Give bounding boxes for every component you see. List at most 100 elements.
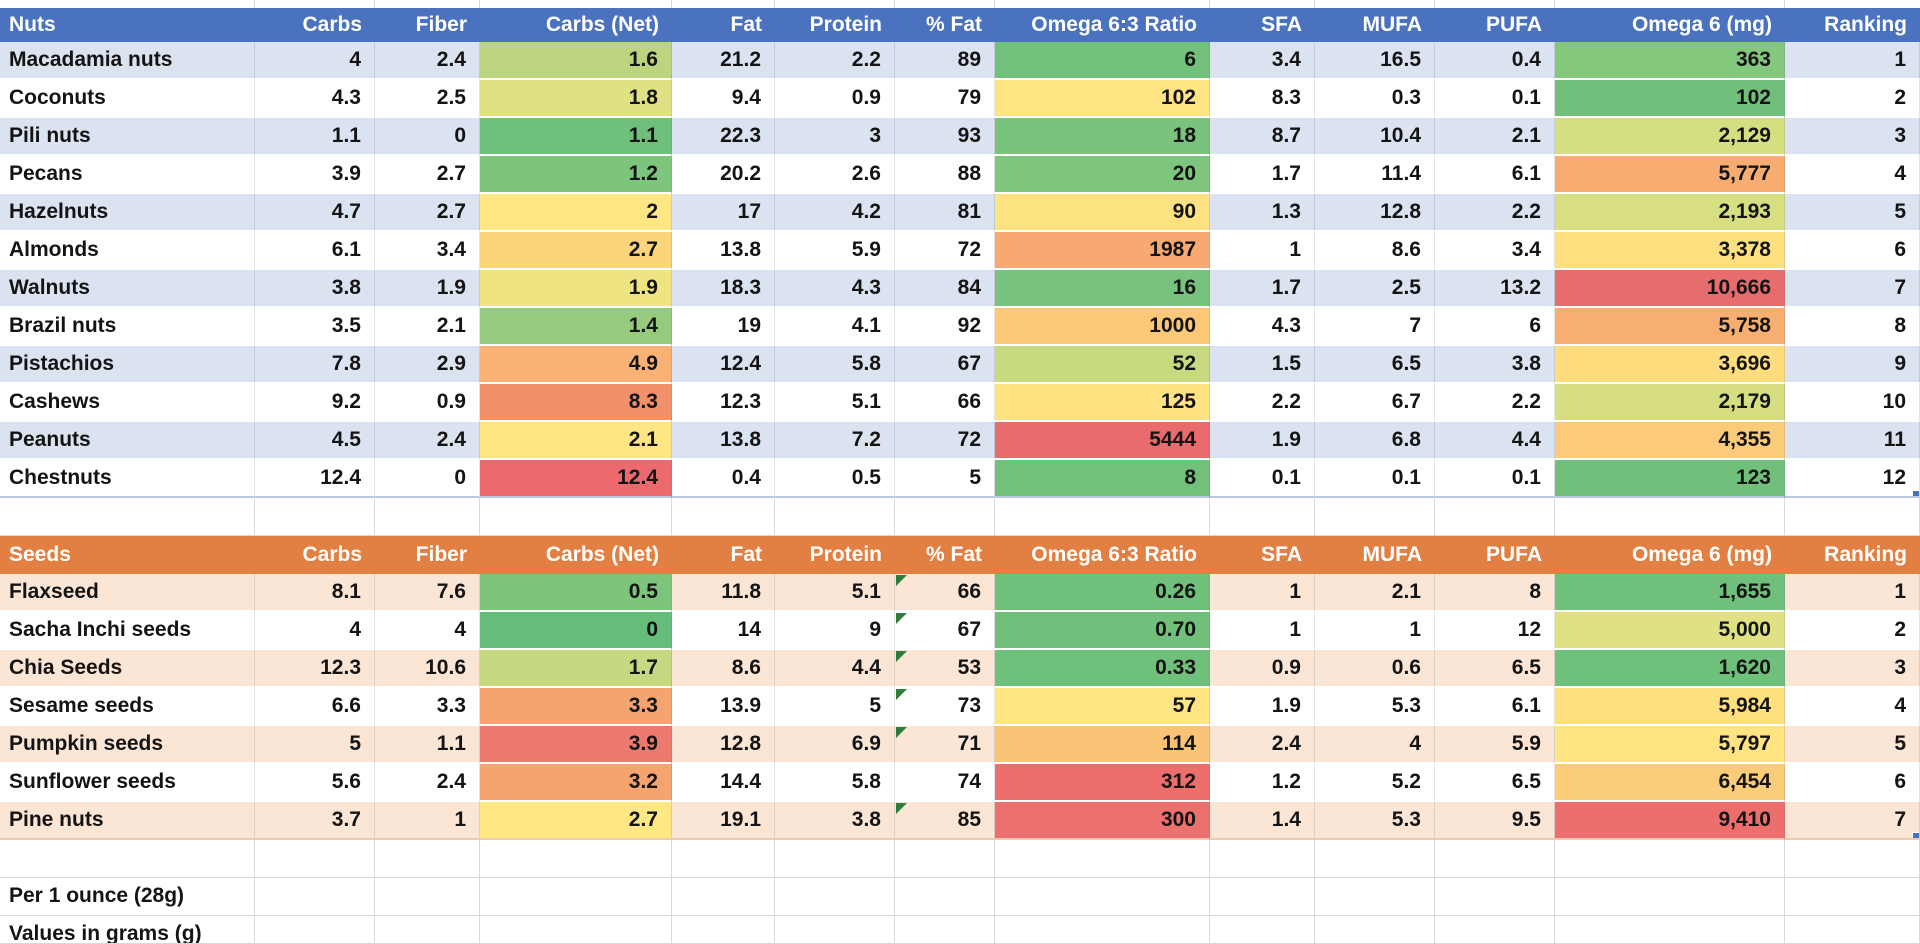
cell-mufa[interactable]: 6.8 <box>1315 422 1435 460</box>
empty-cell[interactable] <box>480 840 672 878</box>
cell-pufa[interactable]: 5.9 <box>1435 726 1555 764</box>
cell-protein[interactable]: 0.9 <box>775 80 895 118</box>
cell-ranking[interactable]: 10 <box>1785 384 1920 422</box>
cell-omega6[interactable]: 363 <box>1555 42 1785 80</box>
cell-carbs[interactable]: 4 <box>255 42 375 80</box>
cell-ratio[interactable]: 312 <box>995 764 1210 802</box>
cell-carbs_net[interactable]: 1.6 <box>480 42 672 80</box>
cell-sfa[interactable]: 1.9 <box>1210 688 1315 726</box>
empty-cell[interactable] <box>775 498 895 536</box>
cell-carbs[interactable]: 6.1 <box>255 232 375 270</box>
empty-cell[interactable] <box>1785 878 1920 916</box>
cell-pct_fat[interactable]: 66 <box>895 574 995 612</box>
cell-sfa[interactable]: 0.1 <box>1210 460 1315 498</box>
cell-omega6[interactable]: 5,984 <box>1555 688 1785 726</box>
cell-omega6[interactable]: 1,620 <box>1555 650 1785 688</box>
cell-carbs[interactable]: 12.4 <box>255 460 375 498</box>
cell-sfa[interactable]: 1 <box>1210 232 1315 270</box>
empty-cell[interactable] <box>1435 840 1555 878</box>
cell-protein[interactable]: 2.2 <box>775 42 895 80</box>
empty-cell[interactable] <box>995 916 1210 944</box>
cell-ranking[interactable]: 7 <box>1785 270 1920 308</box>
cell-fiber[interactable]: 4 <box>375 612 480 650</box>
cell-ranking[interactable]: 11 <box>1785 422 1920 460</box>
cell-fat[interactable]: 12.4 <box>672 346 775 384</box>
cell-pufa[interactable]: 0.1 <box>1435 460 1555 498</box>
cell-fat[interactable]: 20.2 <box>672 156 775 194</box>
footnote-serving-size[interactable]: Per 1 ounce (28g) <box>0 878 255 916</box>
cell-sfa[interactable]: 1.7 <box>1210 270 1315 308</box>
cell-pufa[interactable]: 3.4 <box>1435 232 1555 270</box>
cell-name[interactable]: Pistachios <box>0 346 255 384</box>
column-header-carbs_net[interactable]: Carbs (Net) <box>545 543 659 566</box>
cell-mufa[interactable]: 1 <box>1315 612 1435 650</box>
empty-cell[interactable] <box>0 0 255 8</box>
column-header-pufa[interactable]: PUFA <box>1485 543 1542 566</box>
cell-ranking[interactable]: 1 <box>1785 574 1920 612</box>
cell-fiber[interactable]: 1 <box>375 802 480 840</box>
cell-protein[interactable]: 4.1 <box>775 308 895 346</box>
column-header-omega6[interactable]: Omega 6 (mg) <box>1631 543 1772 566</box>
column-header-fiber[interactable]: Fiber <box>415 543 467 566</box>
cell-fiber[interactable]: 0 <box>375 118 480 156</box>
cell-fiber[interactable]: 2.5 <box>375 80 480 118</box>
cell-fat[interactable]: 13.8 <box>672 422 775 460</box>
cell-name[interactable]: Pecans <box>0 156 255 194</box>
cell-omega6[interactable]: 9,410 <box>1555 802 1785 840</box>
cell-ranking[interactable]: 12 <box>1785 460 1920 498</box>
empty-cell[interactable] <box>1785 840 1920 878</box>
cell-fiber[interactable]: 2.7 <box>375 194 480 232</box>
cell-pct_fat[interactable]: 67 <box>895 612 995 650</box>
cell-fat[interactable]: 12.8 <box>672 726 775 764</box>
cell-fiber[interactable]: 2.4 <box>375 42 480 80</box>
empty-cell[interactable] <box>1785 916 1920 944</box>
cell-mufa[interactable]: 5.2 <box>1315 764 1435 802</box>
cell-fat[interactable]: 18.3 <box>672 270 775 308</box>
empty-cell[interactable] <box>1435 0 1555 8</box>
cell-protein[interactable]: 9 <box>775 612 895 650</box>
empty-cell[interactable] <box>672 840 775 878</box>
cell-mufa[interactable]: 7 <box>1315 308 1435 346</box>
empty-cell[interactable] <box>480 878 672 916</box>
column-header-name[interactable]: Seeds <box>9 543 71 566</box>
cell-carbs_net[interactable]: 2.7 <box>480 232 672 270</box>
cell-ranking[interactable]: 7 <box>1785 802 1920 840</box>
cell-mufa[interactable]: 0.1 <box>1315 460 1435 498</box>
column-header-ranking[interactable]: Ranking <box>1824 13 1907 36</box>
cell-ratio[interactable]: 1987 <box>995 232 1210 270</box>
cell-fat[interactable]: 22.3 <box>672 118 775 156</box>
empty-cell[interactable] <box>480 916 672 944</box>
empty-cell[interactable] <box>1210 840 1315 878</box>
cell-carbs[interactable]: 3.5 <box>255 308 375 346</box>
cell-sfa[interactable]: 2.2 <box>1210 384 1315 422</box>
empty-cell[interactable] <box>255 498 375 536</box>
empty-cell[interactable] <box>775 840 895 878</box>
cell-fat[interactable]: 19 <box>672 308 775 346</box>
cell-mufa[interactable]: 16.5 <box>1315 42 1435 80</box>
cell-protein[interactable]: 5.1 <box>775 574 895 612</box>
cell-ranking[interactable]: 9 <box>1785 346 1920 384</box>
cell-pct_fat[interactable]: 88 <box>895 156 995 194</box>
empty-cell[interactable] <box>255 0 375 8</box>
cell-pufa[interactable]: 6.5 <box>1435 650 1555 688</box>
cell-ratio[interactable]: 114 <box>995 726 1210 764</box>
cell-carbs_net[interactable]: 1.4 <box>480 308 672 346</box>
cell-name[interactable]: Pumpkin seeds <box>0 726 255 764</box>
cell-pufa[interactable]: 2.2 <box>1435 194 1555 232</box>
cell-pufa[interactable]: 12 <box>1435 612 1555 650</box>
cell-ranking[interactable]: 3 <box>1785 650 1920 688</box>
cell-sfa[interactable]: 1.9 <box>1210 422 1315 460</box>
empty-cell[interactable] <box>1210 498 1315 536</box>
cell-ratio[interactable]: 0.70 <box>995 612 1210 650</box>
empty-cell[interactable] <box>895 498 995 536</box>
cell-fiber[interactable]: 2.4 <box>375 422 480 460</box>
empty-cell[interactable] <box>995 498 1210 536</box>
cell-mufa[interactable]: 2.1 <box>1315 574 1435 612</box>
cell-name[interactable]: Sunflower seeds <box>0 764 255 802</box>
empty-cell[interactable] <box>480 498 672 536</box>
cell-fiber[interactable]: 10.6 <box>375 650 480 688</box>
cell-omega6[interactable]: 2,179 <box>1555 384 1785 422</box>
column-header-ratio[interactable]: Omega 6:3 Ratio <box>1031 543 1197 566</box>
cell-sfa[interactable]: 1.4 <box>1210 802 1315 840</box>
empty-cell[interactable] <box>1210 0 1315 8</box>
